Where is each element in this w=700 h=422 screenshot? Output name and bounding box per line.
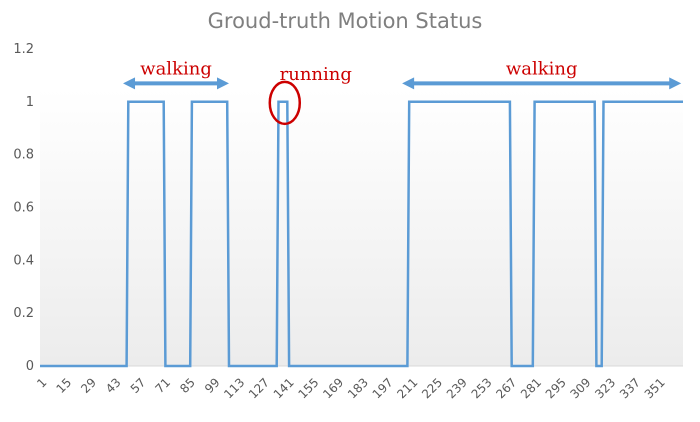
chart-title: Groud-truth Motion Status: [208, 9, 483, 33]
annotation-label: walking: [506, 58, 578, 79]
series-line: [40, 100, 683, 368]
annotation-layer: walking running walking: [123, 58, 682, 126]
y-axis-ticks: 0 0.2 0.4 0.6 0.8 1 1.2: [13, 42, 34, 374]
y-tick-label: 0.2: [13, 306, 34, 321]
series-layer: [40, 100, 683, 368]
x-axis-ticks: 1 15 29 43 57 71 85 991131271411551691831972112…: [34, 375, 668, 401]
annotation-circle: [268, 80, 302, 126]
annotation-label: walking: [140, 58, 212, 79]
y-tick-label: 1: [26, 95, 34, 110]
y-tick-label: 0.8: [13, 148, 34, 163]
annotation-arrow: [402, 77, 682, 90]
y-tick-label: 0: [26, 359, 34, 374]
y-tick-label: 0.6: [13, 201, 34, 216]
y-tick-label: 1.2: [13, 42, 34, 57]
annotation-arrow: [123, 77, 230, 90]
plot-area: [40, 88, 683, 366]
y-tick-label: 0.4: [13, 253, 34, 268]
annotation-label: running: [280, 64, 352, 85]
